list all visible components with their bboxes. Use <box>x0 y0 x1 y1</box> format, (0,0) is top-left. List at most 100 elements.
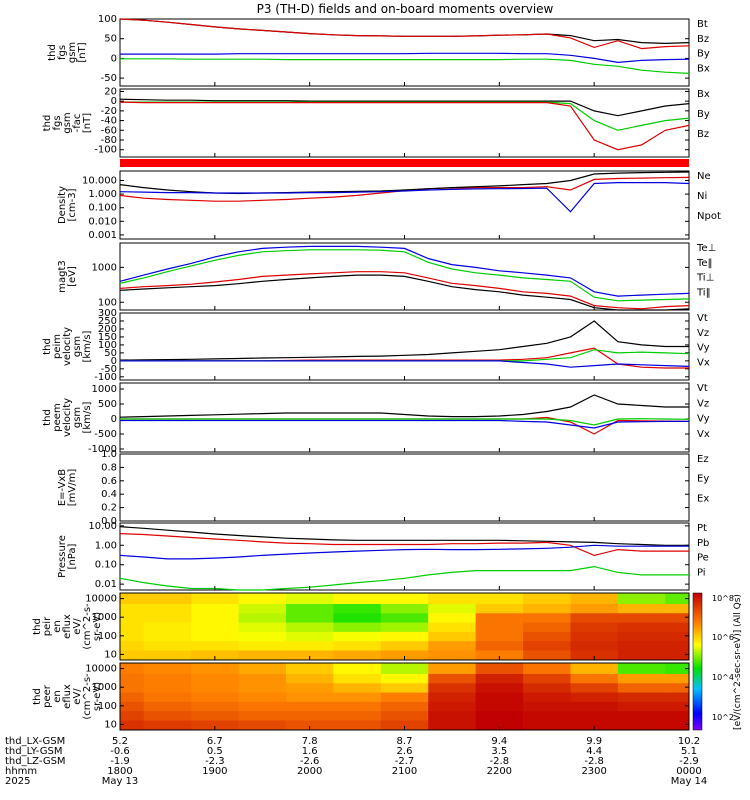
heatmap-cell <box>333 710 382 721</box>
heatmap-cell <box>475 692 524 702</box>
eph-value: -1.9 <box>110 756 130 767</box>
colorbar-tick-1: 10^6 <box>712 633 734 642</box>
y-axis-label: gsm <box>67 42 78 63</box>
heatmap-cell <box>238 631 287 642</box>
panel-peer: 10000 1000 100 10 thd peer en eflux eV/(cm^2-s-s… <box>32 662 690 731</box>
y-tick-label: 0.6 <box>101 476 117 487</box>
heatmap-cell <box>617 682 666 693</box>
series-bx <box>120 52 690 64</box>
heatmap-cell <box>617 663 666 674</box>
heatmap-cell <box>191 701 240 712</box>
eph-value: 9.9 <box>586 736 602 747</box>
legend-te: Te⊥ <box>696 243 716 254</box>
heatmap-cell <box>617 710 666 721</box>
panel-temperature: 1000 100 magt3 [eV] Te⊥ Te‖ Ti⊥ Ti‖ <box>57 242 716 311</box>
heatmap-cell <box>285 701 334 712</box>
y-axis-label: [nT] <box>77 42 88 62</box>
heatmap-cell <box>120 719 145 731</box>
eph-label: thd_LX-GSM <box>5 736 65 747</box>
y-tick-label: 0 <box>111 414 117 425</box>
legend-by: By <box>697 109 710 120</box>
series-bz <box>119 101 690 151</box>
heatmap-cell <box>238 612 287 623</box>
heatmap-cell <box>285 612 334 623</box>
heatmap-cell <box>238 673 287 684</box>
series-npot <box>119 182 690 213</box>
heatmap-cell <box>665 649 690 661</box>
heatmap-cell <box>380 673 429 684</box>
heatmap-cell <box>333 612 382 623</box>
y-tick-label: 20 <box>104 86 117 97</box>
heatmap-cell <box>238 649 287 661</box>
heatmap-cell <box>617 593 666 604</box>
legend-vz: Vz <box>697 398 709 409</box>
heatmap-cell <box>617 701 666 712</box>
heatmap-cell <box>475 603 524 614</box>
heatmap-cell <box>120 692 145 702</box>
y-axis-label: velocity <box>62 327 73 366</box>
heatmap-cell <box>570 649 619 661</box>
heatmap-cell <box>143 603 192 614</box>
y-axis-label: [km/s] <box>82 401 93 433</box>
heatmap-cell <box>428 593 477 604</box>
y-tick-label: 0.010 <box>88 216 117 227</box>
y-axis-label: gsm <box>72 336 83 357</box>
heatmap-cell <box>120 622 145 632</box>
y-tick-label: -50 <box>101 73 117 84</box>
y-axis-label: gsm <box>72 407 83 428</box>
heatmap-cell <box>617 631 666 642</box>
y-tick-label: 10000 <box>85 664 117 675</box>
y-axis-label: [km/s] <box>82 330 93 362</box>
y-tick-label: 10.000 <box>82 176 117 187</box>
y-tick-label: 0.2 <box>101 503 117 514</box>
y-tick-label: 300 <box>98 308 117 319</box>
series-vy <box>120 418 690 426</box>
heatmap-cell <box>570 622 619 632</box>
heatmap-cell <box>428 649 477 661</box>
series-te <box>119 274 690 311</box>
heatmap-cell <box>428 631 477 642</box>
y-axis-label: E=-VxB <box>57 469 68 506</box>
y-tick-label: -60 <box>101 125 117 136</box>
heatmap-cell <box>380 719 429 731</box>
series-bt <box>119 18 690 45</box>
heatmap-cell <box>523 593 571 604</box>
heatmap-cell <box>570 663 619 674</box>
eph-value: 4.4 <box>586 746 602 757</box>
heatmap-cell <box>191 682 240 693</box>
heatmap-cell <box>285 622 334 632</box>
panel-frame-density <box>119 170 690 240</box>
legend-te: Te‖ <box>696 258 713 269</box>
status-bar <box>120 159 689 167</box>
eph-label: thd_LZ-GSM <box>5 756 66 767</box>
y-tick-label: 10 <box>104 649 117 660</box>
y-tick-label: 0.100 <box>88 203 117 214</box>
heatmap-cell <box>523 719 571 731</box>
heatmap-cell <box>333 603 382 614</box>
heatmap-cell <box>665 692 690 702</box>
series-bz <box>119 18 690 50</box>
y-axis-label: sr-eV) <box>92 682 103 711</box>
heatmap-cell <box>238 701 287 712</box>
heatmap-cell <box>285 593 334 604</box>
heatmap-cell <box>428 612 477 623</box>
heatmap-cell <box>428 663 477 674</box>
time-tick-label: 1900 <box>202 766 227 777</box>
eph-value: 3.5 <box>491 746 507 757</box>
y-tick-label: -100 <box>94 145 117 156</box>
heatmap-cell <box>285 719 334 731</box>
heatmap-cell <box>191 719 240 731</box>
y-tick-label: -20 <box>101 106 117 117</box>
heatmap-cell <box>143 631 192 642</box>
heatmap-cell <box>333 631 382 642</box>
heatmap-cell <box>665 701 690 712</box>
heatmap-cell <box>285 663 334 674</box>
y-axis-label: en <box>52 620 63 633</box>
heatmap-cell <box>238 593 287 604</box>
colorbar-tick-2: 10^4 <box>712 673 734 682</box>
heatmap-cell <box>238 710 287 721</box>
legend-ne: Ne <box>697 171 711 182</box>
